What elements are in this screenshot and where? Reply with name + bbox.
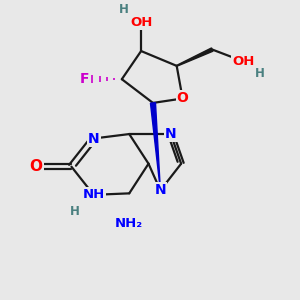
Text: OH: OH [130, 16, 152, 29]
Text: H: H [118, 3, 128, 16]
Polygon shape [176, 48, 213, 66]
Text: N: N [154, 183, 166, 197]
Text: N: N [165, 127, 177, 141]
Text: H: H [255, 68, 265, 80]
Text: NH₂: NH₂ [115, 217, 143, 230]
Text: H: H [70, 205, 80, 218]
Text: N: N [88, 131, 100, 146]
Text: O: O [177, 92, 189, 106]
Text: OH: OH [232, 55, 255, 68]
Polygon shape [151, 103, 160, 190]
Text: O: O [29, 159, 42, 174]
Text: F: F [80, 72, 89, 86]
Text: NH: NH [82, 188, 105, 201]
